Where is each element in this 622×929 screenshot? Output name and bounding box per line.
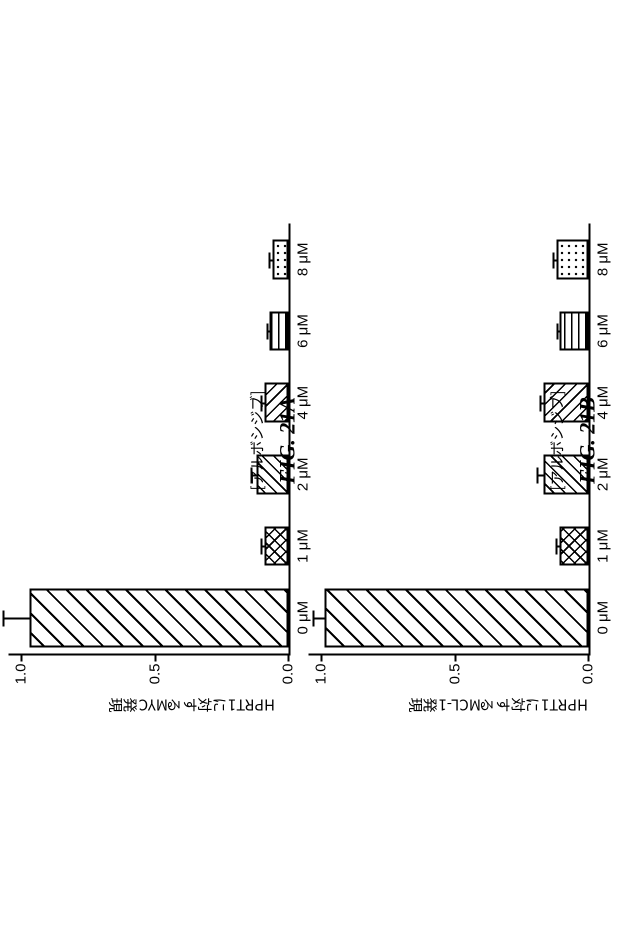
y-tick [454,654,456,662]
page: HPRT1に対するMYC発現 0.00.51.00 μM1 μM2 μM4 μM… [0,0,622,929]
error-bar [538,474,543,476]
y-tick-label: 1.0 [13,664,30,724]
x-axis-label-b: [アルボシジブ] [547,226,568,656]
error-bar [314,618,325,620]
y-tick-label: 0.5 [446,664,463,724]
y-tick-label: 1.0 [313,664,330,724]
y-tick [21,654,23,662]
y-tick-label: 0.0 [580,664,597,724]
error-bar [3,618,30,620]
y-axis-label-b: HPRT1に対するMCL-1発現 [409,695,588,716]
figure-21b-panel: HPRT1に対するMCL-1発現 0.00.51.00 μM1 μM2 μM4 … [229,154,622,776]
error-bar [541,403,544,405]
y-tick [154,654,156,662]
y-tick [321,654,323,662]
y-tick-label: 0.5 [146,664,163,724]
figure-number-b: FIG. 21B [575,226,601,656]
